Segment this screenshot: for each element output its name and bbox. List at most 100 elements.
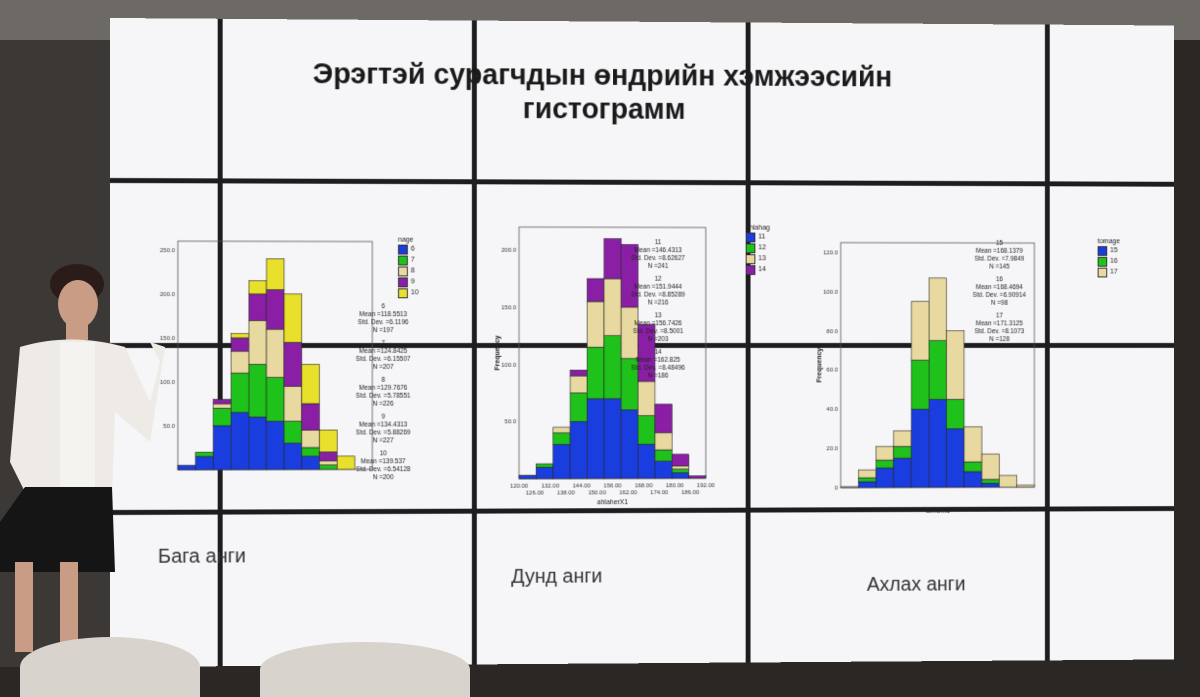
- histogram-bar: [911, 409, 929, 487]
- caption-baga: Бага анги: [158, 545, 246, 568]
- stats-line: N =197: [349, 327, 418, 335]
- histogram-bar: [213, 408, 231, 426]
- caption-dund: Дунд анги: [511, 566, 602, 589]
- stats-line: 10: [349, 450, 418, 458]
- histogram-bar: [302, 456, 320, 469]
- stats-line: Std. Dev. =8.1073: [963, 328, 1035, 336]
- histogram-bar: [231, 338, 249, 351]
- legend-entry: 11: [746, 232, 770, 243]
- stats-line: Mean =146.4313: [624, 247, 692, 255]
- y-axis-label: Frequency: [816, 348, 823, 383]
- stats-line: 14: [624, 349, 692, 357]
- histogram-bar: [689, 476, 706, 478]
- stats-line: 7: [349, 340, 418, 348]
- x-tick-label: 132.00: [541, 484, 560, 490]
- stats-line: 6: [349, 303, 418, 311]
- y-tick-label: 80.0: [827, 329, 839, 335]
- y-tick-label: 20.0: [827, 446, 839, 452]
- stats-line: Std. Dev. =6.15507: [349, 356, 418, 364]
- legend-entry: 15: [1098, 245, 1120, 256]
- legend-swatch: [398, 288, 408, 298]
- slide-title-line1: Эрэгтэй сурагчдын өндрийн хэмжээсийн: [259, 57, 944, 95]
- legend-entry: 12: [746, 242, 770, 253]
- histogram-bar: [604, 279, 621, 336]
- group-stats: 10 Mean =139.537 Std. Dev. =6.54128 N =200: [349, 450, 418, 482]
- stats-line: Mean =171.3125: [963, 320, 1035, 328]
- histogram-bar: [1017, 485, 1035, 487]
- stats-line: 17: [963, 313, 1035, 321]
- stats-line: Mean =124.8425: [349, 348, 418, 356]
- histogram-bar: [319, 452, 337, 461]
- histogram-bar: [302, 430, 320, 448]
- y-tick-label: 150.0: [501, 305, 516, 311]
- y-tick-label: 50.0: [505, 420, 517, 426]
- y-tick-label: 0: [835, 486, 839, 492]
- group-stats: 15 Mean =168.1379 Std. Dev. =7.9849 N =145: [963, 240, 1035, 272]
- histogram-bar: [302, 404, 320, 430]
- histogram-bar: [570, 370, 587, 376]
- histogram-bar: [266, 259, 284, 290]
- stats-line: 16: [963, 276, 1035, 284]
- histogram-bar: [655, 461, 672, 478]
- audience-seat: [20, 637, 200, 697]
- histogram-bar: [894, 458, 912, 487]
- legend-swatch: [398, 266, 408, 276]
- stats-dund: 11 Mean =146.4313 Std. Dev. =8.62627 N =241…: [624, 239, 692, 385]
- histogram-bar: [587, 279, 604, 302]
- histogram-bar: [231, 373, 249, 413]
- legend-label: 17: [1110, 269, 1117, 276]
- legend-entry: 10: [398, 287, 419, 298]
- group-stats: 16 Mean =168.4694 Std. Dev. =6.90914 N =98: [963, 276, 1035, 307]
- histogram-bar: [876, 468, 894, 488]
- histogram-bar: [655, 450, 672, 461]
- legend-swatch: [1098, 256, 1108, 266]
- histogram-bar: [876, 460, 894, 468]
- histogram-bar: [587, 301, 604, 347]
- histogram-bar: [947, 399, 965, 428]
- y-tick-label: 60.0: [827, 368, 839, 374]
- legend-baga: nage 6 7 8 9 10: [398, 237, 419, 299]
- stats-line: Std. Dev. =8.85289: [624, 292, 692, 300]
- histogram-bar: [231, 413, 249, 470]
- legend-swatch: [746, 265, 756, 275]
- histogram-svg: 50.0100.0150.0200.0250.0: [150, 233, 378, 498]
- legend-swatch: [398, 255, 408, 265]
- histogram-bar: [266, 377, 284, 421]
- histogram-bar: [604, 239, 621, 279]
- stats-line: N =203: [624, 336, 692, 344]
- stats-line: Mean =139.537: [349, 458, 418, 466]
- histogram-bar: [536, 464, 553, 467]
- x-tick-label: 192.00: [697, 483, 715, 489]
- legend-label: 16: [1110, 258, 1117, 265]
- stats-line: Std. Dev. =5.88269: [349, 429, 418, 437]
- histogram-bar: [319, 461, 337, 465]
- histogram-bar: [266, 421, 284, 469]
- group-stats: 14 Mean =162.825 Std. Dev. =8.48496 N =186: [624, 349, 692, 381]
- legend-swatch: [1098, 267, 1108, 277]
- histogram-bar: [964, 427, 982, 462]
- stats-line: Std. Dev. =8.5001: [624, 328, 692, 336]
- stats-line: N =241: [624, 263, 692, 271]
- histogram-bar: [266, 290, 284, 330]
- histogram-bar: [876, 446, 894, 460]
- histogram-bar: [964, 462, 982, 472]
- legend-swatch: [398, 244, 408, 254]
- histogram-bar: [858, 470, 876, 478]
- histogram-bar: [249, 364, 267, 417]
- group-stats: 9 Mean =134.4313 Std. Dev. =5.88269 N =227: [349, 414, 418, 446]
- stats-line: Std. Dev. =8.48496: [624, 365, 692, 373]
- legend-label: 12: [758, 244, 766, 251]
- stats-line: 9: [349, 414, 418, 422]
- legend-title: tomage: [1098, 238, 1120, 245]
- stats-line: N =145: [963, 263, 1035, 271]
- legend-entry: 16: [1098, 256, 1120, 267]
- legend-label: 11: [758, 234, 765, 241]
- histogram-bar: [638, 381, 655, 415]
- x-tick-label: 144.00: [573, 484, 592, 490]
- histogram-bar: [638, 444, 655, 478]
- histogram-bar: [672, 466, 689, 469]
- legend-entry: 17: [1098, 267, 1120, 278]
- histogram-bar: [284, 386, 302, 421]
- x-tick-label: 126.00: [526, 491, 545, 497]
- legend-entry: 8: [398, 265, 419, 276]
